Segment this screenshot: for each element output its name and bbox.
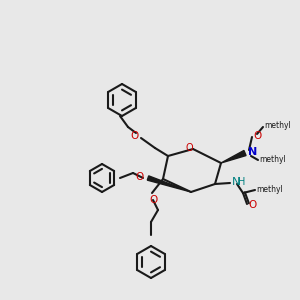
Text: N: N (232, 177, 240, 187)
Text: O: O (149, 195, 157, 205)
Text: H: H (238, 177, 245, 187)
Text: N: N (248, 147, 257, 157)
Polygon shape (147, 176, 191, 192)
Text: methyl: methyl (264, 122, 291, 130)
Text: methyl: methyl (259, 155, 286, 164)
Text: methyl: methyl (256, 185, 283, 194)
Text: O: O (185, 143, 193, 153)
Text: O: O (131, 131, 139, 141)
Polygon shape (221, 151, 246, 163)
Text: O: O (253, 131, 261, 141)
Text: O: O (136, 172, 144, 182)
Text: O: O (248, 200, 256, 210)
